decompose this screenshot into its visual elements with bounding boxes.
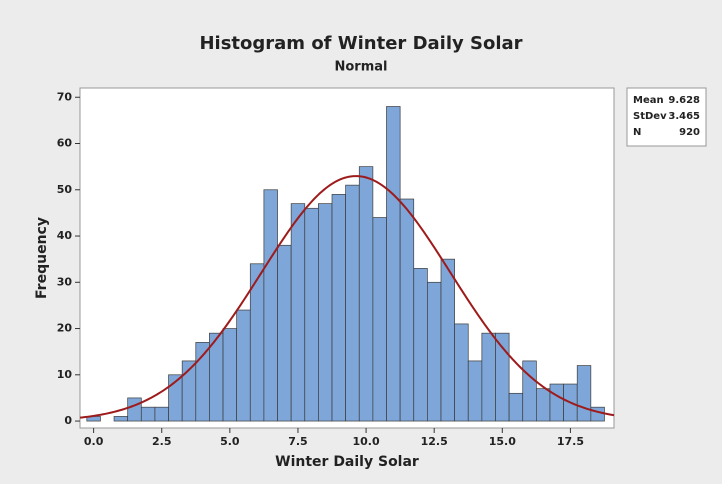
bar xyxy=(140,406,156,422)
bar xyxy=(495,332,510,422)
bar xyxy=(386,106,401,422)
bar xyxy=(549,383,564,422)
x-tick-label: 10.0 xyxy=(353,435,380,448)
bar xyxy=(481,332,496,422)
y-tick-label: 60 xyxy=(57,137,73,150)
bar xyxy=(590,406,605,422)
bar xyxy=(508,392,524,422)
y-tick-label: 50 xyxy=(57,183,73,196)
bar xyxy=(236,309,251,422)
bar xyxy=(263,189,278,422)
bar xyxy=(154,406,169,422)
stats-label: Mean xyxy=(633,95,664,106)
y-tick-label: 30 xyxy=(57,275,73,288)
stats-box xyxy=(626,87,707,147)
bar xyxy=(454,323,469,422)
bar xyxy=(304,207,319,422)
bar xyxy=(331,194,346,422)
y-tick-label: 0 xyxy=(64,414,72,427)
bar xyxy=(576,365,592,422)
bar xyxy=(358,166,374,422)
bar xyxy=(440,258,455,422)
x-tick-label: 12.5 xyxy=(421,435,448,448)
normal-curve xyxy=(79,175,615,419)
stats-value: 920 xyxy=(679,127,700,138)
bar xyxy=(427,281,442,422)
bar xyxy=(522,360,537,422)
chart-title: Histogram of Winter Daily Solar xyxy=(199,33,522,54)
bar xyxy=(413,268,428,422)
y-tick-label: 10 xyxy=(57,368,73,381)
bar xyxy=(127,397,142,422)
stats-label: N xyxy=(633,127,641,138)
x-tick-label: 2.5 xyxy=(152,435,172,448)
stats-label: StDev xyxy=(633,111,667,122)
bar xyxy=(372,217,387,422)
y-tick-label: 70 xyxy=(57,90,73,103)
y-tick-label: 20 xyxy=(57,322,73,335)
stats-value: 3.465 xyxy=(668,111,700,122)
x-tick-label: 7.5 xyxy=(288,435,308,448)
y-axis-label: Frequency xyxy=(34,217,50,299)
bar xyxy=(222,328,238,422)
bar xyxy=(290,203,306,422)
bar xyxy=(536,388,551,422)
chart-subtitle: Normal xyxy=(335,60,388,75)
x-tick-label: 0.0 xyxy=(84,435,104,448)
x-tick-label: 5.0 xyxy=(220,435,240,448)
bar xyxy=(399,198,415,422)
bar xyxy=(277,244,292,422)
x-tick-label: 17.5 xyxy=(557,435,584,448)
bar xyxy=(318,203,333,422)
bar xyxy=(113,416,129,422)
stats-value: 9.628 xyxy=(668,95,700,106)
bar xyxy=(345,184,360,422)
y-tick-label: 40 xyxy=(57,229,73,242)
x-tick-label: 15.0 xyxy=(489,435,516,448)
bar xyxy=(467,360,483,422)
x-axis-label: Winter Daily Solar xyxy=(275,454,419,470)
